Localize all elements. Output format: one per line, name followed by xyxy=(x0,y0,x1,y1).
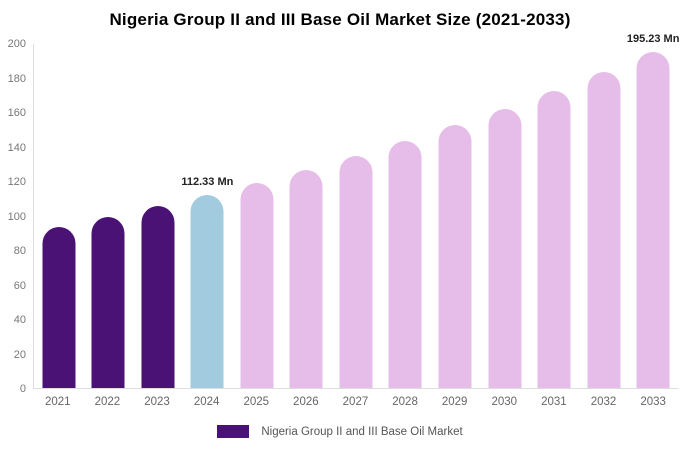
legend-item[interactable]: Nigeria Group II and III Base Oil Market xyxy=(217,425,463,438)
y-axis-tick-label: 40 xyxy=(13,314,26,326)
bar-2026[interactable] xyxy=(289,169,323,388)
bar-slot xyxy=(529,44,579,388)
x-axis-label: 2027 xyxy=(342,396,369,408)
bar-slot xyxy=(84,44,134,388)
y-axis-tick-label: 100 xyxy=(7,210,26,223)
legend-label: Nigeria Group II and III Base Oil Market xyxy=(261,425,463,438)
plot-area: 112.33 Mn 195.23 Mn xyxy=(33,33,679,389)
y-axis-tick-label: 200 xyxy=(7,38,26,50)
x-axis-label: 2028 xyxy=(392,396,418,408)
y-axis-tick-label: 180 xyxy=(7,72,26,85)
bar-2032[interactable] xyxy=(587,72,621,388)
bar-2025[interactable] xyxy=(240,182,274,388)
bar-slot xyxy=(480,44,530,388)
y-axis-tick-label: 140 xyxy=(7,141,26,154)
legend: Nigeria Group II and III Base Oil Market xyxy=(0,425,680,438)
y-axis: 0 20 40 60 80 100 120 140 160 180 200 xyxy=(0,38,26,395)
x-axis-label: 2024 xyxy=(193,396,220,408)
y-axis-tick-label: 60 xyxy=(13,279,26,292)
bar-value-label: 112.33 Mn xyxy=(181,175,234,188)
x-axis-label: 2030 xyxy=(491,396,518,408)
x-axis-label: 2025 xyxy=(243,396,270,408)
bar-slot: 112.33 Mn xyxy=(181,44,234,388)
bar-2033[interactable] xyxy=(636,52,670,388)
x-axis: 2021 2022 2023 2024 2025 2026 2027 2028 2029 2030… xyxy=(33,396,678,408)
legend-swatch xyxy=(217,425,250,438)
x-axis-label: 2022 xyxy=(94,396,121,408)
chart-title: Nigeria Group II and III Base Oil Market… xyxy=(109,10,571,29)
bar-2027[interactable] xyxy=(339,155,373,388)
x-axis-label: 2021 xyxy=(45,396,71,408)
x-axis-label: 2029 xyxy=(441,396,468,408)
y-axis-tick-label: 120 xyxy=(7,176,26,188)
bar-slot xyxy=(133,44,183,388)
bar-slot xyxy=(232,44,282,388)
bar-2031[interactable] xyxy=(537,91,571,388)
bar-2022[interactable] xyxy=(91,217,125,388)
bar-slot xyxy=(381,44,431,388)
bar-slot: 195.23 Mn xyxy=(627,33,679,388)
bar-2030[interactable] xyxy=(488,108,522,388)
bars-container: 112.33 Mn 195.23 Mn xyxy=(34,33,679,388)
bar-2023[interactable] xyxy=(141,206,175,388)
bar-slot xyxy=(34,44,84,388)
bar-2021[interactable] xyxy=(42,227,76,388)
bar-value-label: 195.23 Mn xyxy=(626,33,680,46)
y-axis-tick-label: 20 xyxy=(13,348,26,361)
x-axis-label: 2031 xyxy=(541,396,567,408)
y-axis-tick-label: 160 xyxy=(7,107,26,119)
bar-2024[interactable] xyxy=(190,194,224,388)
bar-slot xyxy=(579,44,629,388)
bar-slot xyxy=(331,44,381,388)
bar-slot xyxy=(282,44,332,388)
x-axis-label: 2023 xyxy=(144,396,170,408)
x-axis-label: 2033 xyxy=(640,396,666,408)
bar-slot xyxy=(430,44,480,388)
x-axis-label: 2026 xyxy=(293,396,319,408)
x-axis-label: 2032 xyxy=(590,396,617,408)
y-axis-tick-label: 80 xyxy=(13,245,26,257)
y-axis-tick-label: 0 xyxy=(19,383,26,395)
bar-2028[interactable] xyxy=(388,141,422,388)
bar-2029[interactable] xyxy=(438,125,472,388)
